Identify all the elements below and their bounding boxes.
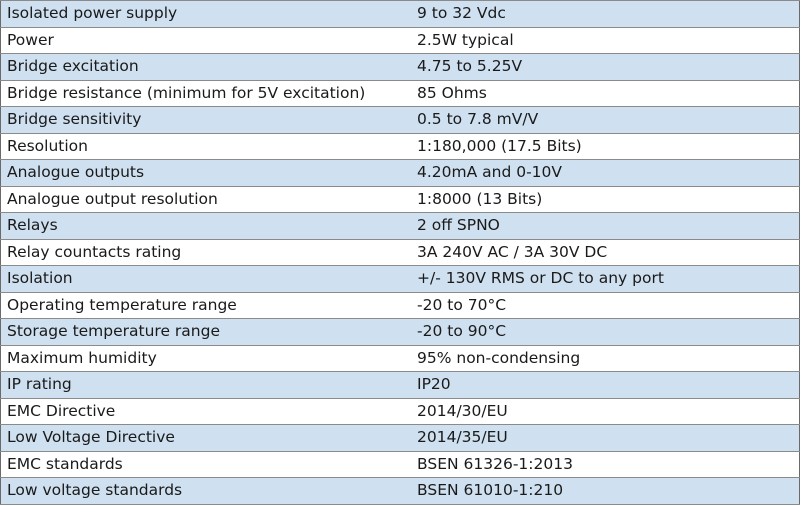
spec-parameter: Analogue output resolution bbox=[0, 185, 401, 213]
spec-row: Relays 2 off SPNO bbox=[0, 212, 800, 240]
spec-row: Resolution 1:180,000 (17.5 Bits) bbox=[0, 132, 800, 160]
spec-value: 1:180,000 (17.5 Bits) bbox=[401, 132, 800, 160]
spec-parameter: Relays bbox=[0, 212, 401, 240]
spec-value: 2.5W typical bbox=[401, 26, 800, 54]
spec-value: 4.75 to 5.25V bbox=[401, 53, 800, 81]
spec-parameter: Isolated power supply bbox=[0, 0, 401, 28]
spec-parameter: Low voltage standards bbox=[0, 477, 401, 505]
spec-row: Analogue output resolution 1:8000 (13 Bi… bbox=[0, 185, 800, 213]
spec-parameter: Power bbox=[0, 26, 401, 54]
spec-parameter: Relay countacts rating bbox=[0, 238, 401, 266]
spec-row: Bridge sensitivity 0.5 to 7.8 mV/V bbox=[0, 106, 800, 134]
spec-row: Power 2.5W typical bbox=[0, 26, 800, 54]
spec-parameter: Storage temperature range bbox=[0, 318, 401, 346]
spec-row: Bridge resistance (minimum for 5V excita… bbox=[0, 79, 800, 107]
spec-row: EMC standards BSEN 61326-1:2013 bbox=[0, 450, 800, 478]
spec-value: +/- 130V RMS or DC to any port bbox=[401, 265, 800, 293]
spec-value: 4.20mA and 0-10V bbox=[401, 159, 800, 187]
spec-parameter: Low Voltage Directive bbox=[0, 424, 401, 452]
spec-value: -20 to 70°C bbox=[401, 291, 800, 319]
spec-row: Relay countacts rating 3A 240V AC / 3A 3… bbox=[0, 238, 800, 266]
spec-parameter: IP rating bbox=[0, 371, 401, 399]
spec-row: Isolation +/- 130V RMS or DC to any port bbox=[0, 265, 800, 293]
spec-value: 2014/35/EU bbox=[401, 424, 800, 452]
spec-value: 95% non-condensing bbox=[401, 344, 800, 372]
spec-value: 1:8000 (13 Bits) bbox=[401, 185, 800, 213]
spec-row: Bridge excitation 4.75 to 5.25V bbox=[0, 53, 800, 81]
spec-row: Low voltage standards BSEN 61010-1:210 bbox=[0, 477, 800, 505]
spec-parameter: EMC standards bbox=[0, 450, 401, 478]
spec-value: 85 Ohms bbox=[401, 79, 800, 107]
spec-parameter: Bridge sensitivity bbox=[0, 106, 401, 134]
spec-parameter: Operating temperature range bbox=[0, 291, 401, 319]
spec-row: Analogue outputs 4.20mA and 0-10V bbox=[0, 159, 800, 187]
spec-row: Isolated power supply 9 to 32 Vdc bbox=[0, 0, 800, 28]
spec-value: 9 to 32 Vdc bbox=[401, 0, 800, 28]
spec-value: 2 off SPNO bbox=[401, 212, 800, 240]
spec-parameter: Isolation bbox=[0, 265, 401, 293]
spec-row: Storage temperature range -20 to 90°C bbox=[0, 318, 800, 346]
spec-row: IP rating IP20 bbox=[0, 371, 800, 399]
spec-value: BSEN 61326-1:2013 bbox=[401, 450, 800, 478]
spec-value: IP20 bbox=[401, 371, 800, 399]
spec-value: BSEN 61010-1:210 bbox=[401, 477, 800, 505]
spec-parameter: EMC Directive bbox=[0, 397, 401, 425]
spec-value: -20 to 90°C bbox=[401, 318, 800, 346]
spec-parameter: Analogue outputs bbox=[0, 159, 401, 187]
spec-value: 3A 240V AC / 3A 30V DC bbox=[401, 238, 800, 266]
spec-row: EMC Directive 2014/30/EU bbox=[0, 397, 800, 425]
spec-parameter: Maximum humidity bbox=[0, 344, 401, 372]
spec-value: 0.5 to 7.8 mV/V bbox=[401, 106, 800, 134]
spec-row: Maximum humidity 95% non-condensing bbox=[0, 344, 800, 372]
spec-parameter: Bridge resistance (minimum for 5V excita… bbox=[0, 79, 401, 107]
spec-row: Low Voltage Directive 2014/35/EU bbox=[0, 424, 800, 452]
spec-value: 2014/30/EU bbox=[401, 397, 800, 425]
spec-parameter: Resolution bbox=[0, 132, 401, 160]
spec-row: Operating temperature range -20 to 70°C bbox=[0, 291, 800, 319]
spec-parameter: Bridge excitation bbox=[0, 53, 401, 81]
